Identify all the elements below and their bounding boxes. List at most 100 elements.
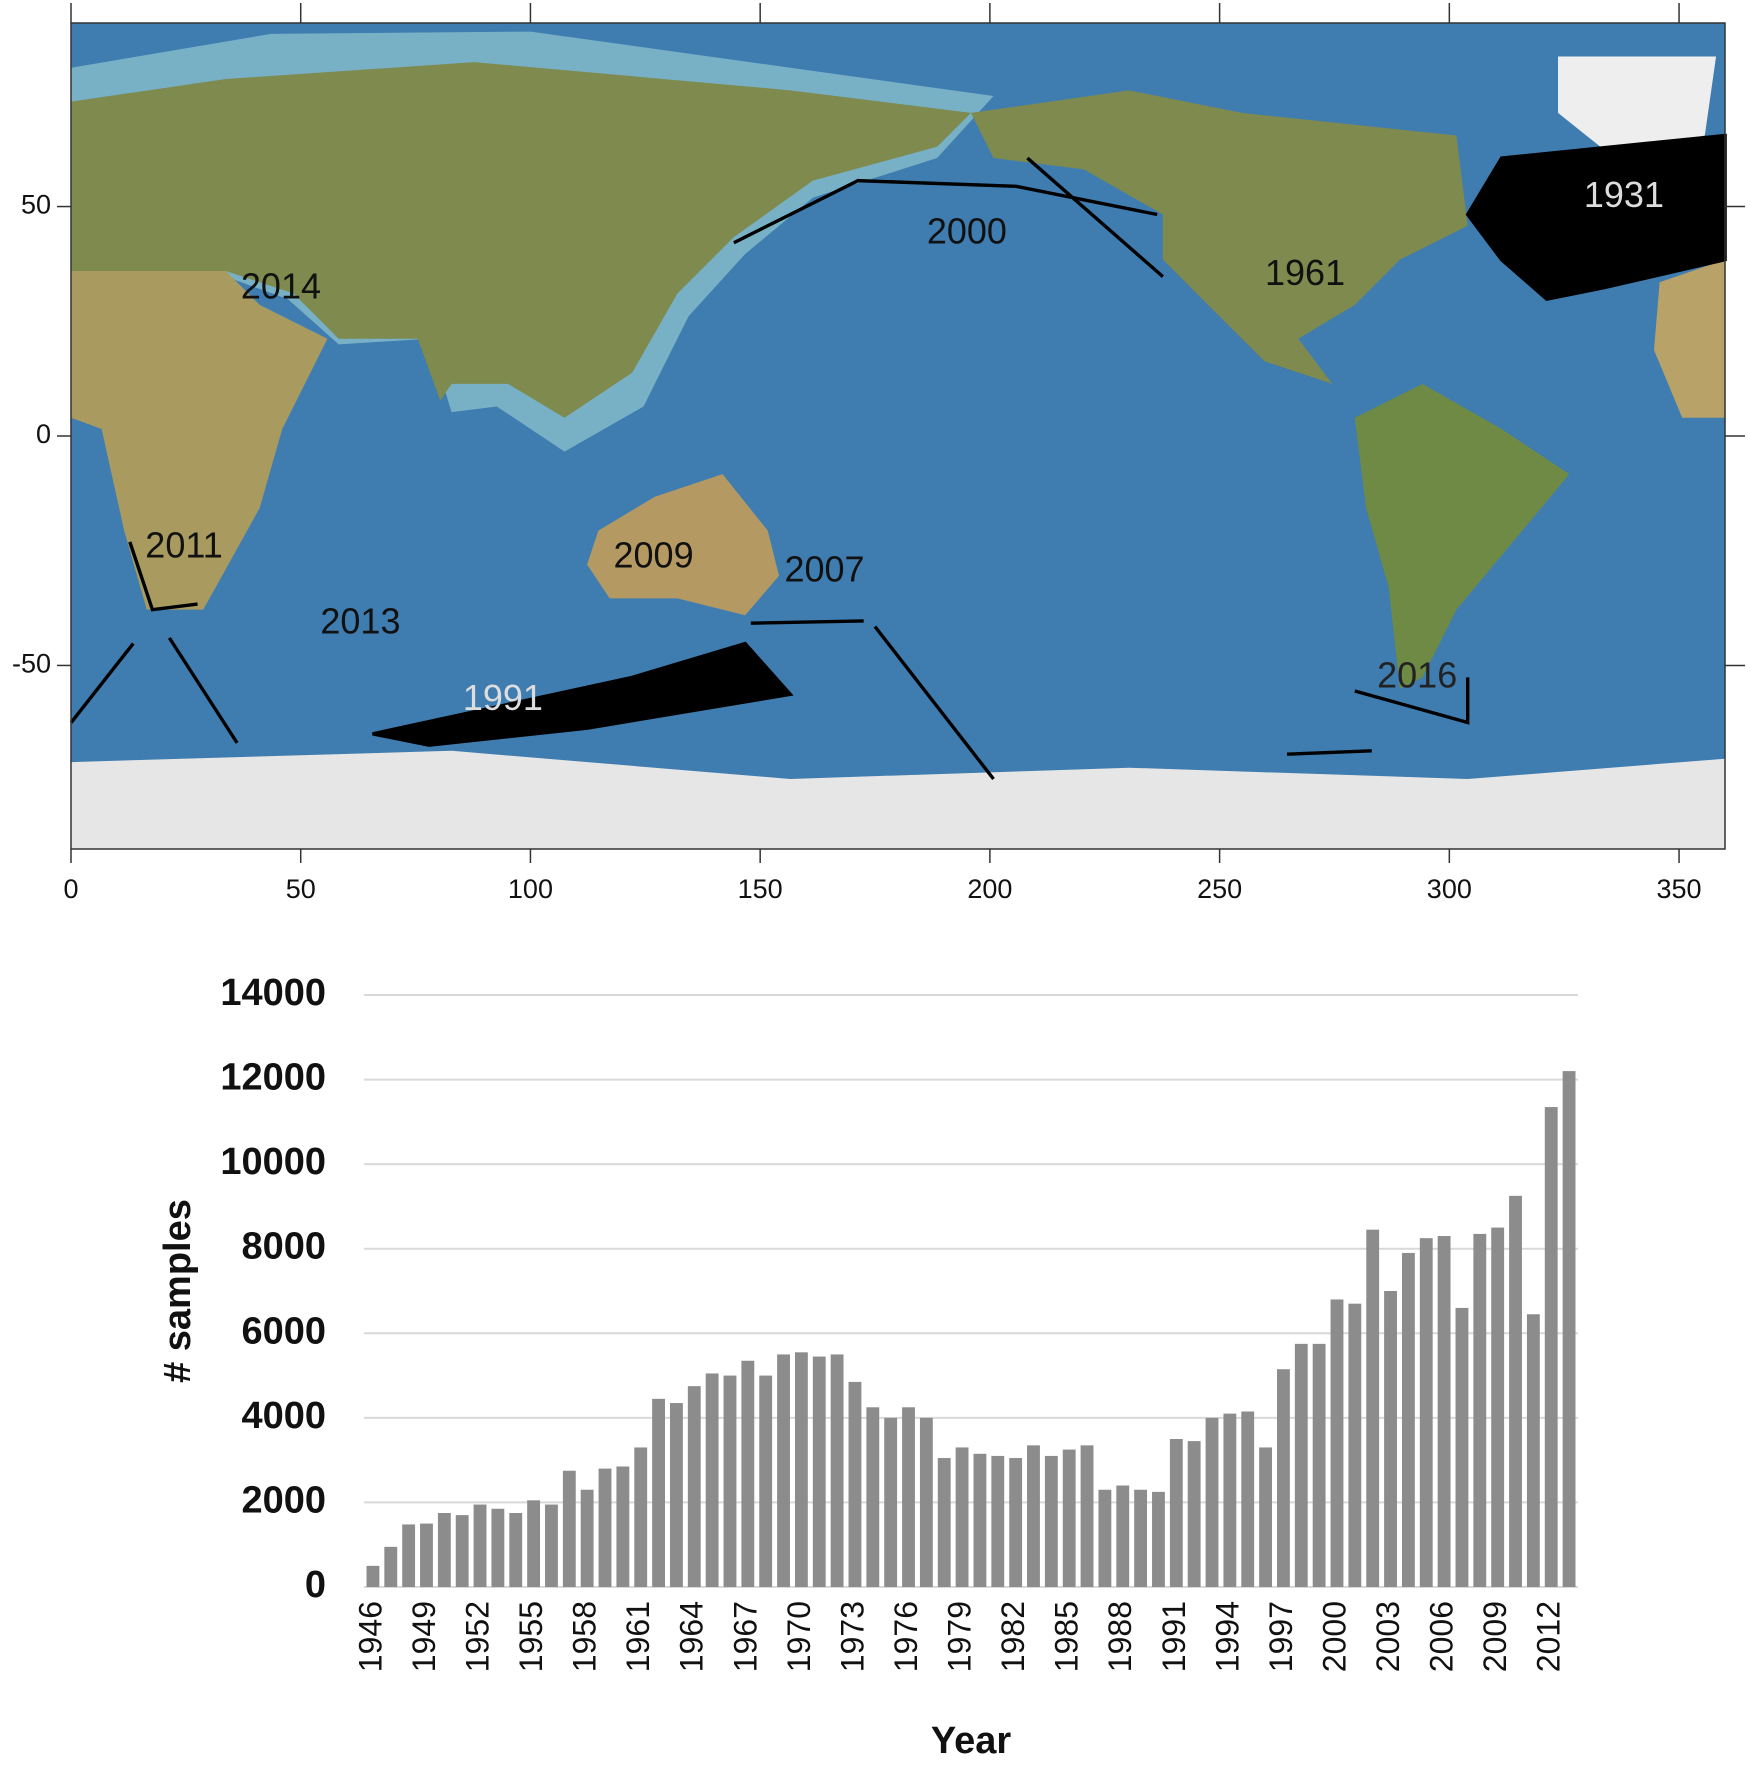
x-tick-label: 350 [1657,874,1702,904]
bar [1205,1417,1219,1587]
year-annotation: 2016 [1377,654,1457,695]
bar [669,1403,683,1587]
year-annotation: 2011 [145,524,222,565]
x-tick-label: 1961 [620,1601,656,1672]
bar [1348,1303,1362,1587]
y-tick-label: 2000 [241,1479,326,1521]
bar [991,1455,1005,1587]
bar [473,1504,487,1587]
x-tick-label: 150 [738,874,783,904]
bar [741,1360,755,1587]
x-tick-label: 1979 [942,1601,978,1672]
bar [527,1500,541,1587]
bar [1437,1236,1451,1587]
bar [455,1515,469,1587]
bar [420,1523,433,1587]
bar [1366,1229,1380,1587]
bar [1491,1227,1505,1587]
year-annotation: 1931 [1584,174,1664,215]
bar [1330,1299,1344,1587]
year-annotation: 2013 [320,601,400,642]
bar [955,1447,969,1587]
bar [1187,1441,1201,1587]
bar [1259,1447,1273,1587]
x-tick-label: 1994 [1209,1601,1245,1672]
x-tick-label: 1955 [513,1601,549,1672]
bar [884,1417,898,1587]
bar [1134,1489,1148,1587]
year-annotation: 1961 [1265,252,1345,293]
x-tick-label: 1985 [1049,1601,1085,1672]
bar [1223,1413,1237,1587]
year-annotation: 2007 [784,548,864,589]
y-tick-label: 4000 [241,1395,326,1437]
year-annotation: 2000 [927,211,1007,252]
bar [652,1398,666,1587]
bar [437,1513,451,1587]
bar [598,1468,612,1587]
bar [580,1489,594,1587]
x-tick-label: 1967 [727,1601,763,1672]
y-tick-label: -50 [12,649,51,679]
year-annotation: 1991 [463,677,543,718]
bar [937,1458,951,1587]
x-tick-label: 1997 [1263,1601,1299,1672]
bar [759,1375,773,1587]
bar [509,1513,523,1587]
x-tick-label: 0 [63,874,78,904]
bar [1384,1291,1397,1587]
y-tick-label: 8000 [241,1226,326,1268]
bar [902,1407,915,1587]
bar [384,1546,398,1587]
x-tick-label: 1946 [352,1601,388,1672]
land [69,31,1727,850]
x-tick-label: 1949 [406,1601,442,1672]
bar [1152,1491,1165,1587]
bar [545,1504,558,1587]
bar [1241,1411,1255,1587]
y-tick-label: 0 [36,419,51,449]
y-axis-title: # samples [157,1199,199,1383]
bar [491,1508,505,1587]
bar [1027,1445,1040,1587]
y-tick-label: 6000 [241,1310,326,1352]
bar [919,1417,933,1587]
bar [1044,1455,1058,1587]
bar [848,1381,862,1587]
x-tick-label: 2012 [1531,1601,1567,1672]
bar [634,1447,648,1587]
bar [1169,1439,1183,1587]
bar [1294,1343,1308,1587]
x-tick-label: 1973 [834,1601,870,1672]
year-annotation: 2014 [241,266,321,307]
y-tick-label: 14000 [220,972,326,1014]
bar [1544,1107,1558,1587]
bar [1509,1195,1522,1587]
bar [1526,1314,1540,1587]
y-tick-label: 50 [21,190,51,220]
x-tick-label: 2000 [1316,1601,1352,1672]
bar [562,1470,576,1587]
x-tick-label: 50 [286,874,316,904]
bar [794,1352,808,1587]
bar [705,1373,719,1587]
bar [366,1565,380,1587]
y-tick-label: 0 [305,1564,326,1606]
y-tick-label: 12000 [220,1057,326,1099]
bar [1009,1458,1023,1587]
x-tick-label: 1976 [888,1601,924,1672]
x-tick-label: 1964 [674,1601,710,1672]
x-tick-label: 1952 [459,1601,495,1672]
bar [1080,1445,1094,1587]
bar [723,1375,737,1587]
x-tick-label: 300 [1427,874,1472,904]
x-tick-label: 2009 [1477,1601,1513,1672]
x-tick-label: 2003 [1370,1601,1406,1672]
bar [1419,1238,1433,1587]
bar [866,1407,880,1587]
x-tick-label: 1982 [995,1601,1031,1672]
bar [812,1356,826,1587]
y-tick-label: 10000 [220,1141,326,1183]
bar [1276,1369,1290,1587]
bar [830,1354,844,1587]
